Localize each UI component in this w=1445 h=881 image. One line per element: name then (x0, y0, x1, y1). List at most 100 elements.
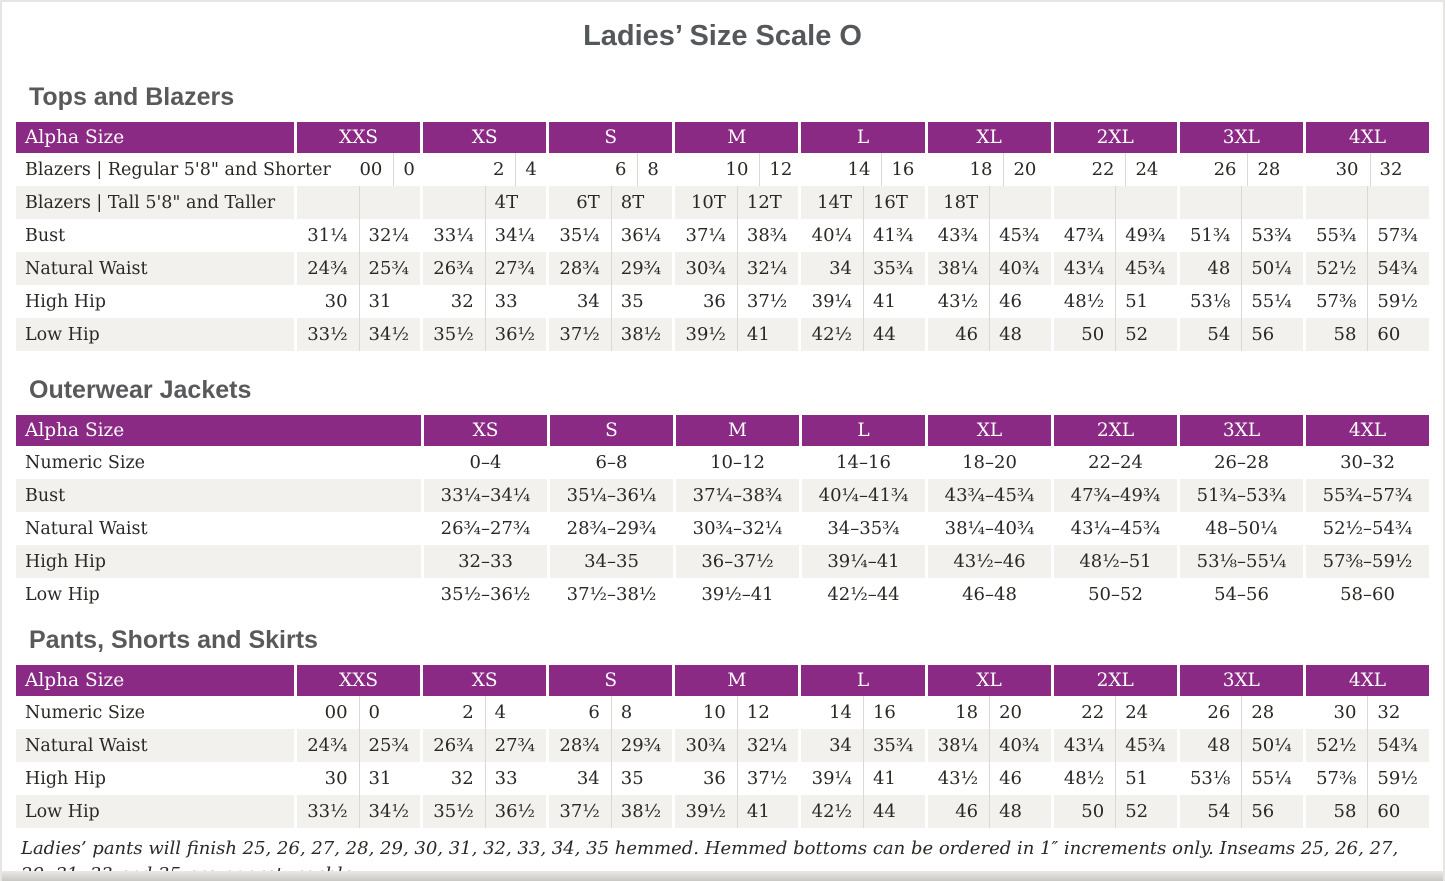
value-cell-group: 30 32 (1302, 696, 1429, 729)
value-cell: 45¾ (1115, 252, 1177, 285)
value-cell: 0 (358, 696, 421, 729)
value-cell (297, 186, 359, 219)
value-cell-group: 26¾ 27¾ (420, 729, 546, 762)
value-cell: 14T (817, 192, 852, 213)
value-cell: 34 (829, 735, 852, 756)
column-header-size-2xl: 2XL (1051, 415, 1177, 446)
column-header-size-xs: XS (420, 665, 547, 696)
column-header-size-4xl: 4XL (1302, 665, 1429, 696)
table-row: Natural Waist 24¾ 25¾ 26¾ 27¾ 28¾ 29¾ 30¾ 32¼ 34 3… (16, 252, 1429, 285)
value-cell: 24 (1115, 696, 1177, 729)
value-cell: 0–4 (421, 446, 547, 479)
value-cell: 6T (576, 192, 600, 213)
value-cell: 40¼ (811, 225, 852, 246)
value-cell-group: 43¼ 45¾ (1050, 252, 1177, 285)
value-cell: 6 (588, 702, 600, 723)
value-cell: 16 (881, 153, 941, 186)
value-cell: 48½ (1063, 291, 1105, 312)
value-cell: 41 (862, 762, 925, 795)
value-cell: 43¼–45¾ (1051, 512, 1177, 545)
value-cell: 32 (1367, 696, 1429, 729)
value-cell: 38¼–40¾ (925, 512, 1051, 545)
table-row: Low Hip 33½ 34½ 35½ 36½ 37½ 38½ 39½ 41 42½ 44 46 48 5… (16, 795, 1429, 828)
value-cell: 28 (1247, 153, 1307, 186)
value-cell: 37¼ (685, 225, 726, 246)
value-cell: 36¼ (610, 219, 673, 252)
column-header-size-s: S (546, 665, 673, 696)
table-row: Numeric Size 0–4 6–8 10–12 14–16 18–20 22–24 26… (16, 446, 1429, 479)
value-cell: 36½ (484, 795, 547, 828)
value-cell: 26–28 (1177, 446, 1303, 479)
value-cell (1115, 186, 1177, 219)
table-row: Low Hip 35½–36½ 37½–38½ 39½–41 42½–44 46–48 50… (16, 578, 1429, 611)
page-content: Tops and Blazers Alpha Size XXS XS S M L XL 2XL… (2, 80, 1443, 881)
value-cell: 54¾ (1367, 252, 1429, 285)
column-header-size-3xl: 3XL (1177, 415, 1303, 446)
value-cell: 32 (450, 768, 474, 789)
value-cell: 52½ (1316, 258, 1357, 279)
value-cell: 45¾ (989, 219, 1051, 252)
value-cell: 46 (989, 762, 1051, 795)
value-cell: 41 (862, 285, 925, 318)
value-cell: 48 (989, 795, 1051, 828)
value-cell: 42½ (811, 801, 852, 822)
value-cell-group (1050, 186, 1177, 219)
value-cell-group: 22 24 (1062, 153, 1185, 186)
value-cell-group: 4T (420, 186, 546, 219)
value-cell: 35¾ (862, 252, 925, 285)
value-cell-group: 36 37½ (672, 285, 798, 318)
value-cell-group: 32 33 (420, 762, 546, 795)
value-cell (423, 186, 485, 219)
value-cell: 18–20 (925, 446, 1051, 479)
value-cell: 57⅜ (1316, 291, 1357, 312)
value-cell: 20 (989, 696, 1051, 729)
value-cell-group: 58 60 (1302, 795, 1429, 828)
value-cell-group: 38¼ 40¾ (924, 252, 1051, 285)
value-cell: 54¾ (1367, 729, 1429, 762)
value-cell-group: 50 52 (1050, 795, 1177, 828)
table-row: High Hip 32–33 34–35 36–37½ 39¼–41 43½–46 48½–… (16, 545, 1429, 578)
value-cell: 42½–44 (799, 578, 925, 611)
value-cell: 30 (1335, 159, 1359, 180)
value-cell-group: 47¾ 49¾ (1050, 219, 1177, 252)
value-cell-group (1176, 186, 1303, 219)
value-cell: 0 (393, 153, 453, 186)
value-cell: 50 (1081, 801, 1105, 822)
column-header-size-xs: XS (420, 122, 547, 153)
section-tops-and-blazers: Tops and Blazers Alpha Size XXS XS S M L XL 2XL… (16, 80, 1429, 351)
value-cell: 38¼ (937, 258, 979, 279)
value-cell: 2 (462, 702, 474, 723)
value-cell: 24¾ (307, 258, 348, 279)
table-row: Natural Waist 26¾–27¾ 28¾–29¾ 30¾–32¼ 34–35¾… (16, 512, 1429, 545)
value-cell: 53⅛–55¼ (1177, 545, 1303, 578)
table-row: Bust 31¼ 32¼ 33¼ 34¼ 35¼ 36¼ 37¼ 38¾ 40¼ 41¾ 43¾ 45¾… (16, 219, 1429, 252)
column-header-size-s: S (547, 415, 673, 446)
value-cell: 35 (610, 285, 673, 318)
value-cell-group: 18 20 (924, 696, 1051, 729)
value-cell: 51 (1115, 285, 1177, 318)
value-cell-group: 26 28 (1184, 153, 1307, 186)
value-cell: 37½ (559, 801, 600, 822)
value-cell: 34 (829, 258, 852, 279)
value-cell-group: 24¾ 25¾ (294, 729, 420, 762)
value-cell: 34 (576, 768, 600, 789)
value-cell: 31¼ (307, 225, 348, 246)
value-cell: 32–33 (421, 545, 547, 578)
value-cell: 26¾–27¾ (421, 512, 547, 545)
row-label: High Hip (25, 291, 106, 312)
value-cell: 50¼ (1241, 729, 1303, 762)
value-cell: 26¾ (433, 258, 474, 279)
section-title-pants-shorts-and-skirts: Pants, Shorts and Skirts (29, 626, 318, 654)
row-label: Natural Waist (25, 258, 148, 279)
value-cell-group: 52½ 54¾ (1302, 252, 1429, 285)
value-cell: 52 (1115, 795, 1177, 828)
row-label: High Hip (25, 768, 106, 789)
value-cell: 29¾ (610, 252, 673, 285)
value-cell: 10 (725, 159, 749, 180)
value-cell-group: 6T 8T (546, 186, 672, 219)
row-label: Bust (25, 485, 66, 506)
value-cell-group: 18 20 (940, 153, 1063, 186)
value-cell-group: 10T 12T (672, 186, 798, 219)
value-cell: 55¾ (1316, 225, 1357, 246)
value-cell: 48½ (1063, 768, 1105, 789)
